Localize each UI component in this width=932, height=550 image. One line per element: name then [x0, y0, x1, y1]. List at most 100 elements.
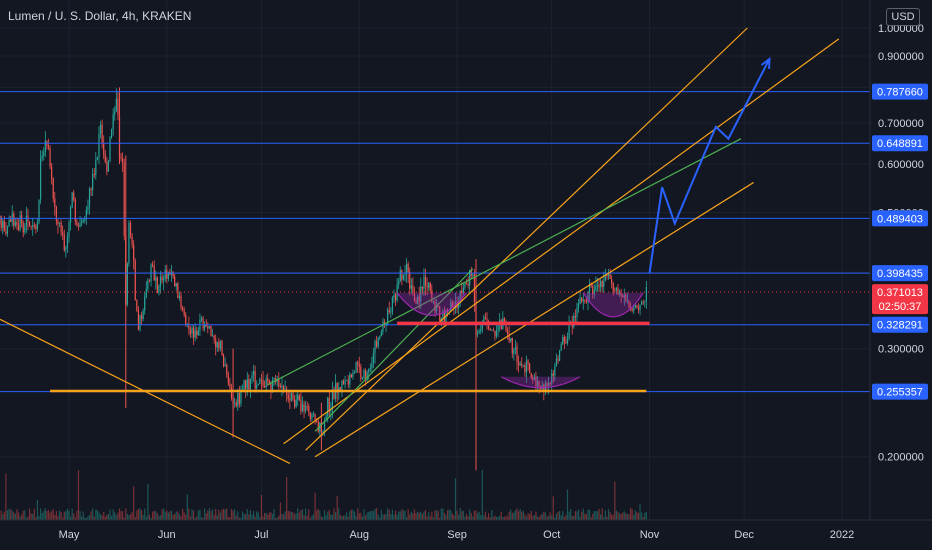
candle-body-105 — [139, 315, 141, 331]
trend-line-green-1[interactable] — [267, 138, 742, 386]
trend-line-orange-3[interactable] — [314, 181, 754, 458]
volume-bar-301 — [448, 509, 450, 520]
candle-body-279 — [413, 291, 416, 302]
candle-body-132 — [181, 307, 184, 310]
candle-body-414 — [626, 300, 629, 302]
volume-bar-226 — [330, 514, 332, 520]
volume-bar-228 — [333, 508, 335, 520]
candle-body-62 — [71, 192, 73, 208]
candle-body-49 — [51, 166, 53, 179]
candle-body-338 — [506, 330, 509, 335]
candle-body-171 — [243, 380, 245, 391]
trend-drawings[interactable] — [0, 27, 840, 464]
volume-bar-231 — [338, 508, 340, 520]
candle-body-184 — [264, 385, 266, 388]
cup-shape-3[interactable] — [582, 292, 644, 318]
currency-selector[interactable]: USD — [886, 8, 920, 26]
volume-bar-248 — [364, 515, 367, 520]
volume-bar-194 — [279, 502, 281, 520]
trend-line-green-2[interactable] — [314, 268, 474, 432]
volume-bar-351 — [527, 513, 529, 520]
volume-bar-142 — [197, 510, 199, 520]
cup-shape-1[interactable] — [396, 292, 468, 316]
level-tag-label-1: 0.648891 — [877, 138, 923, 150]
volume-bar-196 — [282, 514, 285, 520]
volume-bar-123 — [167, 512, 169, 520]
volume-bar-84 — [106, 514, 108, 520]
candle-body-248 — [364, 370, 367, 381]
candle-body-398 — [601, 280, 603, 287]
x-tick-label-5: Oct — [543, 529, 560, 541]
candle-body-348 — [522, 365, 524, 367]
volume-bar-18 — [2, 514, 4, 520]
candle-body-20 — [5, 231, 7, 234]
volume-bar-321 — [480, 515, 482, 520]
candle-body-176 — [251, 375, 253, 379]
candle-body-134 — [185, 314, 187, 325]
candle-body-249 — [366, 372, 368, 381]
volume-bar-147 — [205, 513, 207, 520]
trend-line-orange-2[interactable] — [283, 38, 840, 445]
volume-bar-330 — [494, 515, 496, 520]
candle-body-389 — [587, 292, 589, 303]
volume-bar-176 — [251, 514, 253, 520]
candle-body-291 — [432, 301, 434, 303]
candle-body-60 — [68, 222, 70, 237]
volume-bar-220 — [320, 516, 322, 520]
candle-body-264 — [390, 311, 392, 313]
candle-body-227 — [331, 389, 334, 410]
volume-bar-403 — [609, 512, 611, 520]
volume-bar-57 — [63, 511, 65, 520]
volume-bar-159 — [224, 509, 226, 520]
candle-body-188 — [270, 383, 272, 391]
candle-body-115 — [155, 277, 157, 281]
candle-body-38 — [33, 225, 35, 227]
projection-path[interactable] — [648, 58, 771, 274]
candle-body-388 — [585, 300, 588, 303]
volume-bar-256 — [377, 514, 379, 520]
candle-body-399 — [603, 280, 605, 287]
volume-bar-280 — [415, 513, 417, 520]
volume-bar-214 — [311, 515, 313, 520]
candle-body-97 — [126, 263, 128, 305]
volume-bar-143 — [199, 509, 201, 520]
level-tag-bg-3 — [872, 265, 928, 282]
volume-bar-73 — [88, 514, 91, 520]
volume-bar-52 — [55, 511, 57, 520]
cup-shape-2[interactable] — [500, 376, 581, 389]
candle-body-68 — [81, 222, 83, 224]
candle-body-209 — [303, 403, 305, 411]
candle-body-39 — [35, 225, 37, 230]
volume-bar-198 — [286, 476, 288, 520]
candle-body-392 — [592, 286, 594, 295]
volume-bar-293 — [435, 510, 438, 520]
volume-bar-118 — [159, 515, 162, 520]
volume-bar-329 — [492, 517, 494, 520]
volume-bar-168 — [238, 517, 240, 520]
volume-bar-201 — [290, 512, 293, 520]
time-axis[interactable]: May Jun Jul Aug Sep Oct Nov Dec 2022 — [59, 529, 855, 541]
candle-body-71 — [85, 209, 87, 217]
candle-body-119 — [161, 276, 163, 281]
trend-line-orange-1[interactable] — [305, 27, 748, 451]
volume-bar-253 — [372, 510, 375, 520]
candle-body-28 — [17, 225, 20, 230]
volume-bar-263 — [388, 509, 390, 520]
candle-body-386 — [582, 299, 584, 302]
candle-body-206 — [298, 395, 300, 401]
candle-body-30 — [21, 215, 23, 224]
volume-bar-269 — [398, 511, 400, 520]
candle-body-285 — [423, 276, 425, 289]
candle-body-128 — [175, 283, 177, 287]
volume-bar-255 — [376, 508, 378, 520]
candle-body-364 — [547, 382, 550, 386]
candle-body-183 — [262, 379, 264, 386]
candle-body-242 — [355, 361, 357, 373]
candle-body-255 — [376, 341, 378, 347]
volume-bar-40 — [36, 499, 39, 520]
volume-bar-219 — [319, 510, 321, 520]
volume-bar-137 — [189, 516, 192, 520]
volume-bar-25 — [13, 512, 15, 520]
